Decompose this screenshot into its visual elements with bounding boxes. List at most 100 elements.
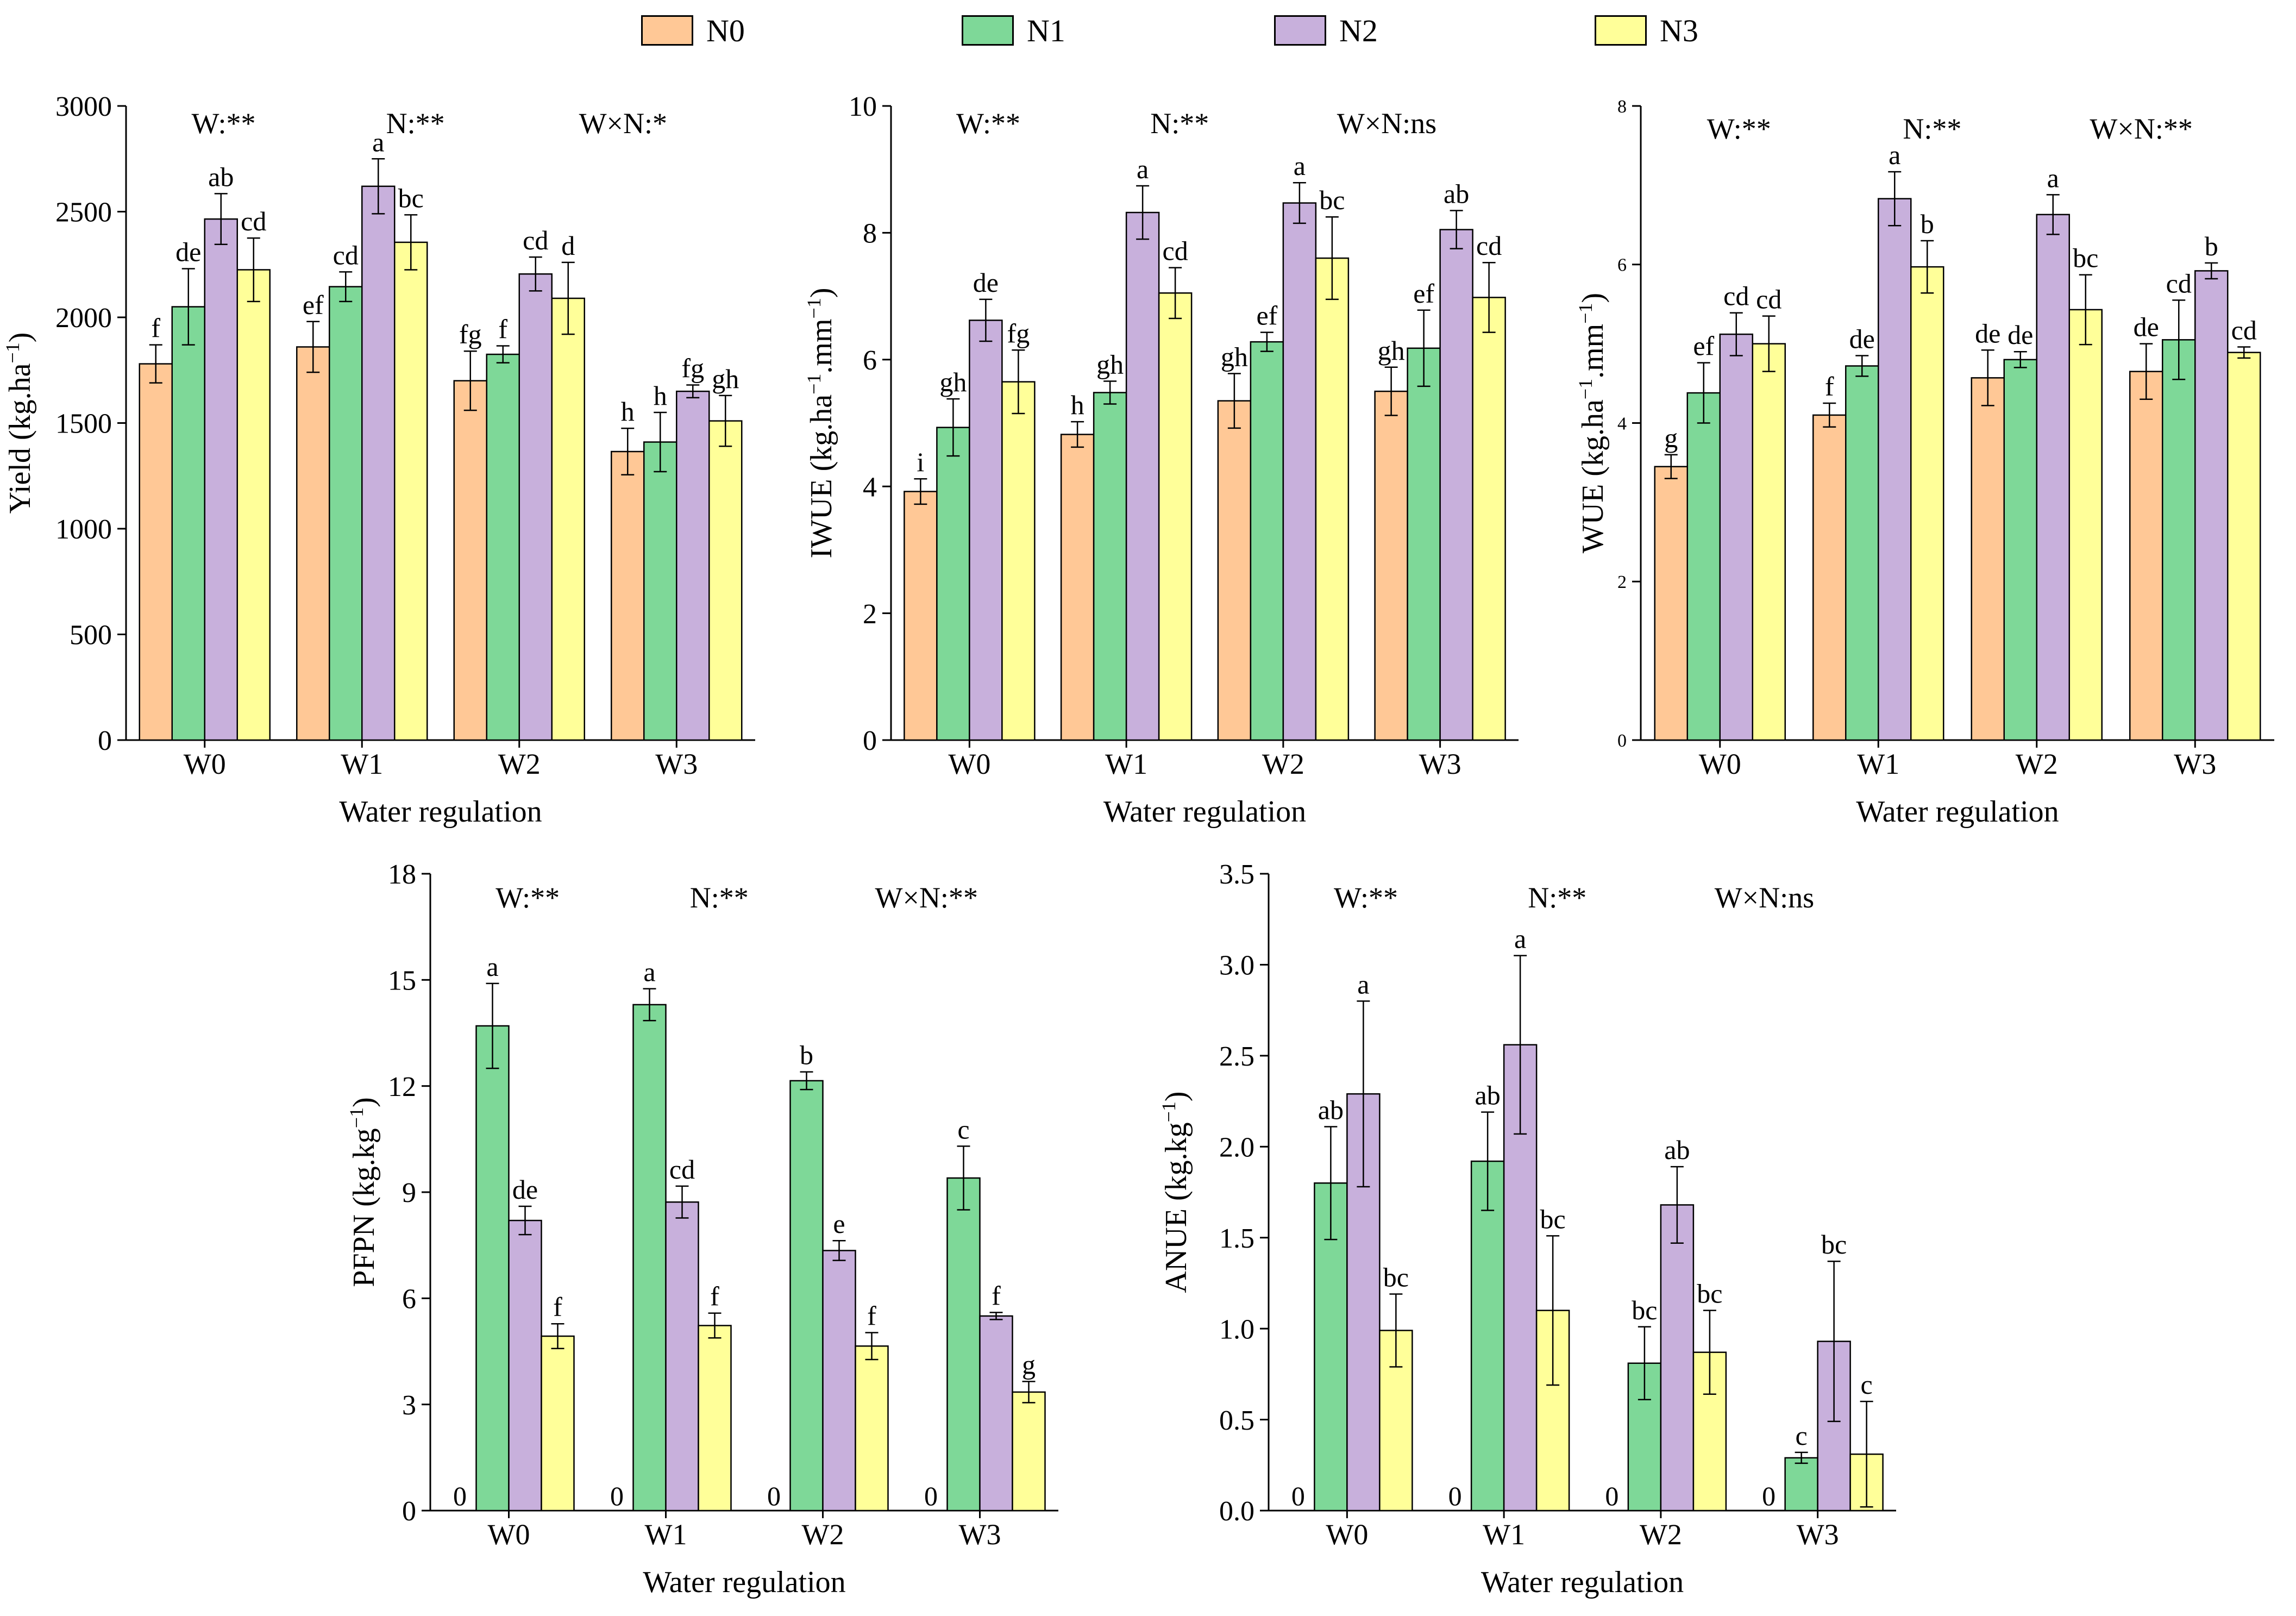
significance-letter-anue: a xyxy=(1357,969,1369,999)
y-axis-label-pfpn: PFPN (kg.kg−1) xyxy=(346,1097,381,1287)
significance-letter-yield: ef xyxy=(303,290,324,320)
significance-letter-wue: b xyxy=(2205,231,2218,261)
significance-annotation-yield: W×N:* xyxy=(579,107,667,140)
chart-pfpn: 0 3 6 9 12 15 18 PFPN (kg.kg−1) Water regulation… xyxy=(346,859,1058,1599)
bar-yield-n2-w0 xyxy=(204,218,238,741)
bar-iwue-n3-w1 xyxy=(1158,292,1193,741)
significance-letter-yield: d xyxy=(561,230,575,261)
zero-value-label-pfpn: 0 xyxy=(924,1481,938,1511)
significance-letter-yield: cd xyxy=(333,240,359,270)
significance-letter-wue: de xyxy=(1975,318,2000,348)
x-tick-label-iwue: W1 xyxy=(1105,748,1147,780)
x-tick-label-pfpn: W2 xyxy=(802,1518,844,1551)
significance-annotation-yield: W:** xyxy=(192,107,256,140)
significance-letter-wue: ef xyxy=(1693,331,1714,361)
y-tick-label-anue: 0.5 xyxy=(1219,1405,1254,1436)
significance-letter-wue: cd xyxy=(1723,281,1749,311)
zero-value-label-anue: 0 xyxy=(1762,1481,1776,1511)
significance-letter-wue: cd xyxy=(2231,315,2257,345)
bar-pfpn-n1-w1 xyxy=(632,1004,667,1512)
y-tick-label-iwue: 2 xyxy=(863,599,877,630)
bar-yield-n3-w0 xyxy=(236,269,271,741)
bar-iwue-n0-w2 xyxy=(1217,400,1252,741)
significance-letter-anue: ab xyxy=(1318,1094,1344,1125)
bar-yield-n2-w2 xyxy=(518,273,553,741)
x-tick-label-yield: W1 xyxy=(341,748,383,780)
bar-iwue-n1-w3 xyxy=(1407,347,1441,741)
significance-letter-yield: h xyxy=(621,396,635,427)
significance-letter-pfpn: a xyxy=(643,957,655,987)
y-tick-label-pfpn: 3 xyxy=(402,1390,416,1421)
x-tick-label-anue: W1 xyxy=(1483,1518,1525,1551)
y-tick-label-yield: 1500 xyxy=(55,409,112,440)
bar-wue-n1-w2 xyxy=(2003,359,2037,741)
y-tick-label-anue: 1.5 xyxy=(1219,1223,1254,1254)
significance-letter-anue: bc xyxy=(1821,1229,1847,1260)
x-tick-label-yield: W2 xyxy=(498,748,541,780)
x-tick-label-wue: W0 xyxy=(1699,748,1741,780)
significance-annotation-wue: N:** xyxy=(1903,112,1961,145)
legend: N0 N1 N2 N3 xyxy=(0,0,2296,60)
bar-yield-n1-w0 xyxy=(171,306,205,741)
y-tick-label-anue: 0.0 xyxy=(1219,1496,1254,1527)
x-axis-label-iwue: Water regulation xyxy=(1103,795,1306,829)
x-axis-label-pfpn: Water regulation xyxy=(643,1565,845,1599)
x-axis-label-wue: Water regulation xyxy=(1856,795,2059,829)
significance-letter-yield: a xyxy=(372,127,384,157)
bar-yield-n1-w2 xyxy=(486,353,520,741)
y-tick-label-anue: 3.5 xyxy=(1219,859,1254,890)
bar-anue-n1-w1 xyxy=(1470,1160,1505,1512)
significance-annotation-wue: W×N:** xyxy=(2090,112,2192,145)
significance-letter-iwue: cd xyxy=(1163,236,1188,266)
significance-letter-wue: de xyxy=(2134,312,2159,342)
bar-iwue-n3-w0 xyxy=(1001,381,1036,741)
y-tick-label-anue: 2.5 xyxy=(1219,1041,1254,1072)
chart-anue: 0.0 0.5 1.0 1.5 2.0 2.5 3.0 3.5 ANUE (kg.kg−1) Wa… xyxy=(1158,859,1896,1599)
bar-wue-n3-w3 xyxy=(2227,352,2261,741)
bar-iwue-n0-w1 xyxy=(1060,434,1095,741)
significance-letter-pfpn: cd xyxy=(669,1154,695,1185)
significance-letter-iwue: i xyxy=(917,447,924,477)
bar-pfpn-n3-w1 xyxy=(698,1325,732,1512)
significance-annotation-yield: N:** xyxy=(386,107,445,140)
y-tick-label-yield: 500 xyxy=(70,620,112,651)
bar-yield-n3-w3 xyxy=(708,420,743,741)
significance-letter-pfpn: c xyxy=(957,1114,969,1144)
legend-swatch-n3 xyxy=(1595,15,1647,46)
bar-wue-n2-w0 xyxy=(1719,333,1753,741)
y-tick-label-anue: 1.0 xyxy=(1219,1314,1254,1345)
x-tick-label-wue: W1 xyxy=(1857,748,1899,780)
x-tick-label-iwue: W3 xyxy=(1419,748,1461,780)
y-tick-label-yield: 3000 xyxy=(55,91,112,122)
legend-label-n3: N3 xyxy=(1660,13,1698,48)
significance-annotation-pfpn: W×N:** xyxy=(875,881,978,914)
x-tick-label-wue: W3 xyxy=(2174,748,2216,780)
y-tick-label-yield: 1000 xyxy=(55,514,112,545)
legend-swatch-n0 xyxy=(641,15,693,46)
bar-wue-n1-w0 xyxy=(1686,392,1721,741)
significance-letter-iwue: gh xyxy=(1221,341,1248,372)
significance-letter-pfpn: b xyxy=(800,1040,813,1070)
significance-letter-iwue: fg xyxy=(1007,318,1030,348)
significance-letter-iwue: h xyxy=(1071,390,1084,420)
significance-annotation-iwue: N:** xyxy=(1150,107,1209,140)
bar-iwue-n3-w2 xyxy=(1315,257,1350,741)
bar-pfpn-n2-w1 xyxy=(665,1201,699,1512)
significance-annotation-anue: W:** xyxy=(1334,881,1398,914)
bar-iwue-n2-w2 xyxy=(1282,202,1317,741)
significance-annotation-iwue: W×N:ns xyxy=(1337,107,1436,140)
significance-annotation-pfpn: W:** xyxy=(495,881,560,914)
y-tick-label-pfpn: 0 xyxy=(402,1496,416,1527)
significance-letter-yield: gh xyxy=(712,364,739,394)
significance-letter-iwue: gh xyxy=(1096,349,1124,379)
bar-pfpn-n3-w3 xyxy=(1012,1391,1046,1512)
bar-anue-n2-w1 xyxy=(1503,1044,1538,1512)
bar-iwue-n1-w2 xyxy=(1250,341,1284,741)
x-tick-label-pfpn: W1 xyxy=(645,1518,687,1551)
zero-value-label-anue: 0 xyxy=(1291,1481,1305,1511)
chart-yield: 0 500 1000 1500 2000 2500 3000 Yield (kg.ha−1) W… xyxy=(2,91,755,829)
significance-letter-pfpn: g xyxy=(1022,1349,1036,1380)
significance-letter-wue: f xyxy=(1825,371,1834,402)
y-tick-label-pfpn: 6 xyxy=(402,1284,416,1315)
chart-wue: 0 2 4 6 8 WUE (kg.ha−1.mm−1) Water regulation W… xyxy=(1574,97,2274,829)
